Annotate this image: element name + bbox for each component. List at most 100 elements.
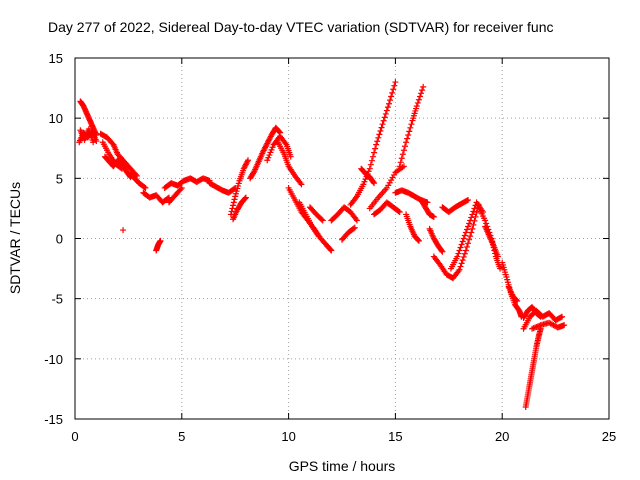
data-point	[361, 178, 368, 185]
data-point	[93, 138, 100, 145]
data-point	[378, 124, 385, 131]
data-point	[465, 240, 472, 247]
y-tick-label: -5	[51, 292, 63, 307]
x-tick-label: 20	[495, 429, 509, 444]
data-point	[462, 247, 469, 254]
data-point	[385, 100, 392, 107]
data-point	[536, 313, 543, 320]
data-point	[395, 208, 402, 215]
data-point	[459, 257, 466, 264]
data-point	[462, 229, 469, 236]
data-point	[497, 265, 504, 272]
data-point	[327, 246, 334, 253]
data-point	[557, 314, 564, 321]
data-point	[375, 134, 382, 141]
data-point	[420, 83, 427, 90]
data-point	[456, 247, 463, 254]
series-arc-42	[522, 325, 544, 410]
series-arc-24	[347, 79, 399, 208]
data-point	[396, 163, 403, 170]
data-point	[415, 237, 422, 244]
data-point	[537, 325, 544, 332]
series-arc-14	[227, 157, 252, 218]
data-point	[120, 227, 127, 234]
data-point	[287, 153, 294, 160]
y-tick-label: 0	[56, 232, 63, 247]
data-point	[454, 253, 461, 260]
data-point	[351, 224, 358, 231]
series-arc-18	[274, 139, 305, 188]
data-point	[141, 184, 148, 191]
data-point	[430, 213, 437, 220]
data-point	[177, 186, 184, 193]
series-arc-26	[366, 163, 407, 212]
data-point	[405, 132, 412, 139]
data-point	[234, 185, 241, 192]
plot-frame	[74, 57, 610, 420]
data-point	[513, 297, 520, 304]
data-point	[419, 87, 426, 94]
data-point	[415, 96, 422, 103]
data-point	[467, 217, 474, 224]
data-point	[408, 121, 415, 128]
data-point	[315, 233, 322, 240]
data-point	[400, 147, 407, 154]
x-tick-label: 5	[178, 429, 185, 444]
series-arc-32	[426, 225, 446, 255]
data-point	[407, 124, 414, 131]
data-point	[414, 99, 421, 106]
data-point	[399, 151, 406, 158]
x-tick-label: 0	[71, 429, 78, 444]
y-axis-label: SDTVAR / TECUs	[7, 182, 23, 294]
x-tick-label: 10	[281, 429, 295, 444]
data-point	[374, 138, 381, 145]
series-arc-01	[77, 98, 100, 139]
data-point	[460, 235, 467, 242]
data-point	[370, 179, 377, 186]
data-point	[230, 199, 237, 206]
data-point	[397, 159, 404, 166]
series-arc-11	[161, 175, 213, 191]
data-point	[461, 232, 468, 239]
data-point	[463, 197, 470, 204]
series-arc-33	[430, 201, 482, 282]
series-arc-04	[97, 130, 140, 179]
data-point	[404, 135, 411, 142]
series-arc-43	[520, 304, 544, 321]
data-point	[503, 274, 510, 281]
data-point	[367, 161, 374, 168]
data-point	[318, 216, 325, 223]
data-point	[242, 194, 249, 201]
data-point	[467, 233, 474, 240]
data-point	[319, 217, 326, 224]
data-point	[350, 225, 357, 232]
data-point	[463, 226, 470, 233]
data-point	[392, 79, 399, 86]
data-point	[353, 217, 360, 224]
series-arc-12	[165, 184, 185, 206]
data-point	[242, 195, 249, 202]
data-point	[461, 250, 468, 257]
data-point	[457, 263, 464, 270]
data-point	[387, 97, 394, 104]
data-point	[504, 276, 511, 283]
series-arc-31	[418, 196, 437, 220]
data-point	[382, 110, 389, 117]
series-arc-09	[140, 189, 172, 206]
data-point	[230, 202, 237, 209]
data-point	[469, 211, 476, 218]
data-point	[468, 229, 475, 236]
x-tick-label: 15	[388, 429, 402, 444]
data-point	[473, 209, 480, 216]
series-arc-19	[285, 184, 335, 254]
data-point	[470, 208, 477, 215]
data-point	[372, 145, 379, 152]
series-arc-41	[529, 319, 568, 332]
series-arc-20	[296, 199, 322, 240]
data-point	[267, 149, 274, 156]
chart-title: Day 277 of 2022, Sidereal Day-to-day VTE…	[48, 19, 554, 35]
data-point	[178, 184, 185, 191]
data-points	[76, 79, 568, 410]
data-point	[371, 149, 378, 156]
